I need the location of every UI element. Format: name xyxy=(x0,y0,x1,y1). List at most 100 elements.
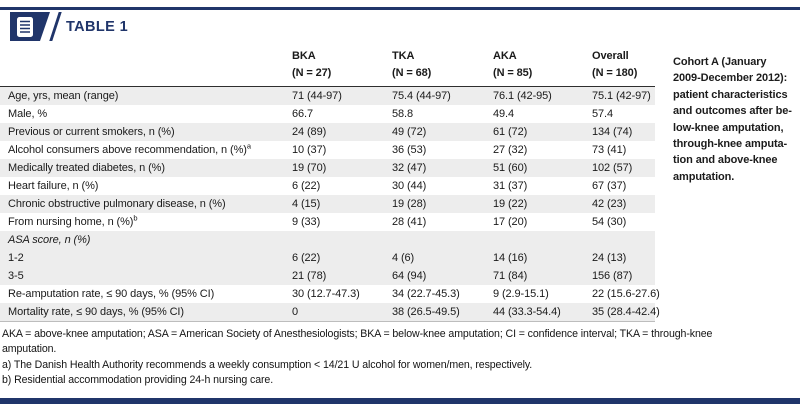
row-label: 3-5 xyxy=(8,270,24,282)
cell-value: 4 (15) xyxy=(292,198,321,210)
cell-value: 76.1 (42-95) xyxy=(493,90,552,102)
row-label: Mortality rate, ≤ 90 days, % (95% CI) xyxy=(8,306,184,318)
cell-value: 14 (16) xyxy=(493,252,528,264)
cell-value: 22 (15.6-27.6) xyxy=(592,288,660,300)
table-row: ASA score, n (%) xyxy=(0,231,655,249)
column-header-name: Overall xyxy=(592,50,629,62)
column-header: BKA (N = 27) xyxy=(292,48,392,82)
cell-value: 32 (47) xyxy=(392,162,427,174)
cell-value: 42 (23) xyxy=(592,198,627,210)
cell-value xyxy=(392,231,493,249)
cell-value: 9 (2.9-15.1) xyxy=(493,288,549,300)
footnote-marker: b xyxy=(133,213,138,223)
bottom-rule xyxy=(0,398,800,404)
row-label: ASA score, n (%) xyxy=(8,234,91,246)
figure-caption: Cohort A (January 2009-December 2012): p… xyxy=(673,56,792,183)
table-row: 3-5 21 (78) 64 (94) 71 (84) 156 (87) xyxy=(0,267,655,285)
column-header-name: AKA xyxy=(493,50,517,62)
cell-value: 66.7 xyxy=(292,108,314,120)
footnotes: AKA = above-knee amputation; ASA = Ameri… xyxy=(2,327,794,389)
table-row: Previous or current smokers, n (%) 24 (89… xyxy=(0,123,655,141)
cell-value: 19 (70) xyxy=(292,162,327,174)
document-icon xyxy=(17,17,33,37)
row-label: Re-amputation rate, ≤ 90 days, % (95% CI… xyxy=(8,288,215,300)
cell-value: 64 (94) xyxy=(392,270,427,282)
cell-value: 57.4 xyxy=(592,108,614,120)
cell-value: 44 (33.3-54.4) xyxy=(493,306,561,318)
footnote-a: a) The Danish Health Authority recommend… xyxy=(2,358,533,371)
cell-value: 30 (44) xyxy=(392,180,427,192)
row-label: Alcohol consumers above recommendation, … xyxy=(8,141,251,156)
data-table: BKA (N = 27) TKA (N = 68) AKA (N = 85) Overall… xyxy=(0,46,660,322)
row-label: Medically treated diabetes, n (%) xyxy=(8,162,165,174)
table-row: Male, % 66.7 58.8 49.4 57.4 xyxy=(0,105,655,123)
cell-value: 24 (89) xyxy=(292,126,327,138)
cell-value xyxy=(292,231,392,249)
row-label: Previous or current smokers, n (%) xyxy=(8,126,175,138)
cell-value: 24 (13) xyxy=(592,252,627,264)
table-tab: TABLE 1 xyxy=(10,12,128,41)
row-label: Chronic obstructive pulmonary disease, n… xyxy=(8,198,226,210)
table-tab-box xyxy=(10,12,50,41)
column-header: TKA (N = 68) xyxy=(392,48,493,82)
cell-value: 73 (41) xyxy=(592,144,627,156)
column-header-n: (N = 180) xyxy=(592,67,638,79)
table-row: Mortality rate, ≤ 90 days, % (95% CI) 0 38… xyxy=(0,303,660,321)
cell-value: 27 (32) xyxy=(493,144,528,156)
cell-value: 54 (30) xyxy=(592,216,627,228)
cell-value: 75.1 (42-97) xyxy=(592,90,651,102)
row-label: Male, % xyxy=(8,108,48,120)
table-row: 1-2 6 (22) 4 (6) 14 (16) 24 (13) xyxy=(0,249,655,267)
column-header-name: BKA xyxy=(292,50,316,62)
cell-value: 21 (78) xyxy=(292,270,327,282)
cell-value: 19 (28) xyxy=(392,198,427,210)
cell-value: 156 (87) xyxy=(592,270,633,282)
column-header: Overall (N = 180) xyxy=(592,48,655,82)
column-header-n: (N = 85) xyxy=(493,67,533,79)
cell-value: 49.4 xyxy=(493,108,515,120)
column-header-n: (N = 27) xyxy=(292,67,332,79)
row-label: Heart failure, n (%) xyxy=(8,180,99,192)
cell-value: 102 (57) xyxy=(592,162,633,174)
cell-value: 58.8 xyxy=(392,108,414,120)
cell-value xyxy=(592,231,655,249)
cell-value: 36 (53) xyxy=(392,144,427,156)
table-row: Alcohol consumers above recommendation, … xyxy=(0,141,655,159)
column-header-name: TKA xyxy=(392,50,415,62)
cell-value: 67 (37) xyxy=(592,180,627,192)
row-label: From nursing home, n (%)b xyxy=(8,213,138,228)
table-number-label: TABLE 1 xyxy=(66,18,129,35)
cell-value: 9 (33) xyxy=(292,216,321,228)
cell-value: 35 (28.4-42.4) xyxy=(592,306,660,318)
table-row: Medically treated diabetes, n (%) 19 (70)… xyxy=(0,159,655,177)
top-rule xyxy=(0,7,800,10)
cell-value: 31 (37) xyxy=(493,180,528,192)
column-header: AKA (N = 85) xyxy=(493,48,592,82)
cell-value: 4 (6) xyxy=(392,252,415,264)
table-row: Age, yrs, mean (range) 71 (44-97) 75.4 (44… xyxy=(0,87,655,105)
cell-value: 34 (22.7-45.3) xyxy=(392,288,460,300)
row-label: Age, yrs, mean (range) xyxy=(8,90,119,102)
cell-value: 6 (22) xyxy=(292,252,321,264)
cell-value: 17 (20) xyxy=(493,216,528,228)
cell-value: 6 (22) xyxy=(292,180,321,192)
footnote-marker: a xyxy=(246,141,251,151)
cell-value: 71 (44-97) xyxy=(292,90,342,102)
table-row: Heart failure, n (%) 6 (22) 30 (44) 31 (37)… xyxy=(0,177,655,195)
abbreviations-note: AKA = above-knee amputation; ASA = Ameri… xyxy=(2,328,713,356)
table-header-row: BKA (N = 27) TKA (N = 68) AKA (N = 85) Overall… xyxy=(0,46,655,87)
footnote-b: b) Residential accommodation providing 2… xyxy=(2,374,274,387)
table-tab-slash xyxy=(49,12,62,41)
cell-value: 19 (22) xyxy=(493,198,528,210)
cell-value: 75.4 (44-97) xyxy=(392,90,451,102)
cell-value: 10 (37) xyxy=(292,144,327,156)
cell-value: 49 (72) xyxy=(392,126,427,138)
cell-value xyxy=(493,231,592,249)
cell-value: 51 (60) xyxy=(493,162,528,174)
cell-value: 38 (26.5-49.5) xyxy=(392,306,460,318)
table-body: Age, yrs, mean (range) 71 (44-97) 75.4 (44… xyxy=(0,87,660,322)
header-spacer xyxy=(0,48,292,82)
table-row: Re-amputation rate, ≤ 90 days, % (95% CI… xyxy=(0,285,660,303)
cell-value: 61 (72) xyxy=(493,126,528,138)
cell-value: 71 (84) xyxy=(493,270,528,282)
